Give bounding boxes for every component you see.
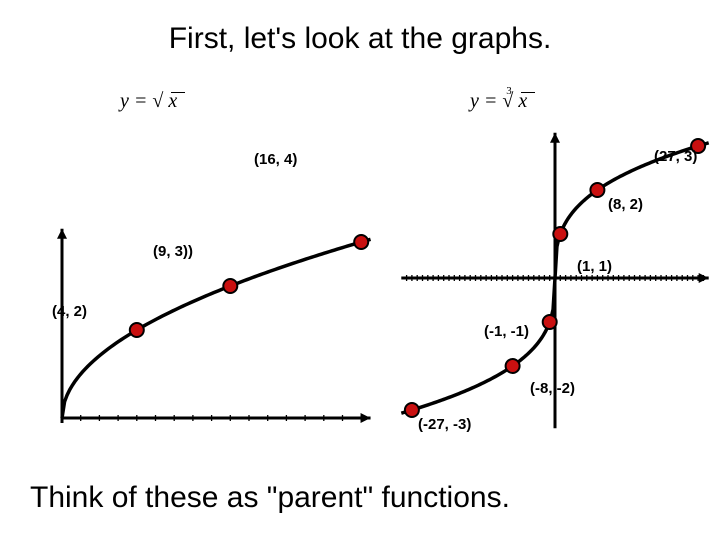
data-point <box>354 235 368 249</box>
point-label: (1, 1) <box>577 258 612 275</box>
sqrt-chart-svg <box>45 115 375 435</box>
equation-cbrt: y = 3 √ x <box>470 90 527 113</box>
radical: √ x <box>152 90 177 113</box>
data-point <box>405 403 419 417</box>
data-point <box>130 323 144 337</box>
point-label: (-8, -2) <box>530 380 575 397</box>
x-axis-arrow <box>361 413 371 423</box>
point-label: (4, 2) <box>52 303 87 320</box>
y-axis-arrow <box>550 133 560 143</box>
overbar <box>171 92 185 93</box>
point-label: (9, 3)) <box>153 243 193 260</box>
surd-symbol: √ <box>152 90 163 112</box>
point-label: (-1, -1) <box>484 323 529 340</box>
page-title: First, let's look at the graphs. <box>169 22 552 56</box>
footer-text: Think of these as "parent" functions. <box>30 481 510 515</box>
eq-equals: = <box>134 90 148 112</box>
eq-lhs: y <box>120 90 129 112</box>
data-point <box>553 227 567 241</box>
eq-lhs: y <box>470 90 479 112</box>
point-label: (16, 4) <box>254 151 297 168</box>
radical: 3 √ x <box>502 90 527 113</box>
equation-sqrt: y = √ x <box>120 90 177 113</box>
point-label: (-27, -3) <box>418 416 471 433</box>
data-point <box>543 315 557 329</box>
root-index: 3 <box>506 85 512 97</box>
point-label: (8, 2) <box>608 196 643 213</box>
data-point <box>506 359 520 373</box>
data-point <box>590 183 604 197</box>
overbar <box>521 92 535 93</box>
data-point <box>223 279 237 293</box>
y-axis-arrow <box>57 229 67 239</box>
eq-equals: = <box>484 90 498 112</box>
sqrt-chart <box>45 115 375 435</box>
curve <box>62 239 371 418</box>
point-label: (27, 3) <box>654 148 697 165</box>
